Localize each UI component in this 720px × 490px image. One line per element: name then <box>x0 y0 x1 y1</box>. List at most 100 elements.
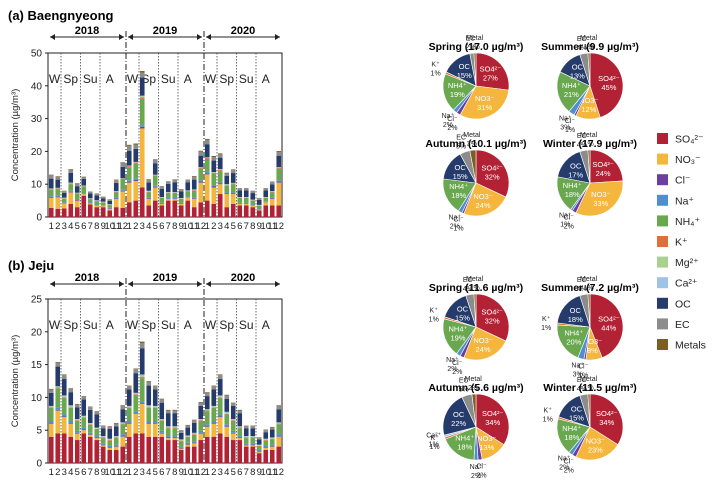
pie-label-name: OC <box>457 304 469 313</box>
bar-segment-metals <box>165 409 171 411</box>
bar-segment-so4 <box>172 440 178 463</box>
year-arrow-head <box>50 34 55 40</box>
bar-segment-ca <box>55 386 61 387</box>
bar-segment-so4 <box>133 200 139 217</box>
bar-segment-mg <box>250 436 256 438</box>
y-tick-label: 5 <box>36 426 42 437</box>
bar-segment-metals <box>269 426 275 428</box>
bar-segment-na <box>74 198 80 200</box>
pie-slice-metals <box>471 393 477 428</box>
bar-segment-metals <box>204 138 210 140</box>
x-tick-label: 10 <box>260 221 271 232</box>
pie-label-pct: 18% <box>565 190 580 199</box>
bar-segment-cl <box>87 434 93 435</box>
bar-segment-mg <box>237 426 243 428</box>
season-label: Sp <box>219 318 234 332</box>
pie-label-name: K⁺ <box>544 407 553 415</box>
pie-label-name: NH4⁺ <box>455 433 474 442</box>
pie-label-pct: 20% <box>566 337 581 346</box>
x-tick-label: 4 <box>224 221 229 232</box>
bar-segment-metals <box>61 374 67 376</box>
bar-segment-k <box>198 420 204 422</box>
bar-segment-oc <box>126 150 132 166</box>
pie-chart: Winter (11.5 µg/m³)SO4²⁻34%NO3⁻23%Cl⁻2%N… <box>543 376 637 475</box>
bar-segment-no3 <box>87 203 93 205</box>
bar-segment-nh4 <box>276 168 282 181</box>
legend-label-ca: Ca²⁺ <box>675 278 697 290</box>
bar-segment-so4 <box>55 433 61 463</box>
pie-label-name: Cl⁻ <box>564 215 575 222</box>
bar-segment-k <box>152 407 158 408</box>
bar-segment-ec <box>217 154 223 158</box>
bar-segment-no3 <box>68 192 74 204</box>
season-label: Sp <box>63 72 78 86</box>
bar-segment-ec <box>139 342 145 349</box>
bar-segment-k <box>159 420 165 422</box>
season-label: Su <box>239 72 254 86</box>
x-tick-label: 3 <box>218 467 223 478</box>
bar-segment-metals <box>139 71 145 73</box>
bar-segment-metals <box>269 181 275 183</box>
bar-panel-baengnyeong: (a) Baengnyeong 0 10 20 30 40 50 Concentration … <box>8 8 284 232</box>
pie-label-name: Metal <box>463 132 481 139</box>
bar-segment-ca <box>230 419 236 420</box>
pie-label-pct: 1% <box>431 71 441 78</box>
bar-segment-mg <box>61 396 67 398</box>
bar-segment-metals <box>204 392 210 393</box>
bar-segment-na <box>74 430 80 433</box>
bar-segment-ec <box>165 181 171 184</box>
bar-segment-k <box>152 175 158 176</box>
bar-segment-k <box>81 417 87 418</box>
x-tick-label: 4 <box>146 221 151 232</box>
bar-segment-metals <box>224 172 230 174</box>
bar-segment-oc <box>87 409 93 423</box>
bar-segment-no3 <box>230 433 236 441</box>
year-arrow-head <box>275 34 280 40</box>
bar-segment-cl <box>198 181 204 183</box>
bar-segment-nh4 <box>178 198 184 203</box>
bar-segment-ca <box>113 436 119 437</box>
bar-segment-mg <box>100 436 106 438</box>
bar-segment-so4 <box>61 208 67 217</box>
bar-segment-so4 <box>165 440 171 463</box>
bar-segment-no3 <box>113 446 119 450</box>
pie-label-pct: 32% <box>485 317 500 326</box>
bar-segment-k <box>217 397 223 399</box>
x-tick-label: 12 <box>195 221 206 232</box>
bar-segment-k <box>113 191 119 193</box>
bar-segment-nh4 <box>81 186 87 194</box>
legend-swatch-nh4 <box>657 215 668 227</box>
pie-title: Winter (11.5 µg/m³) <box>543 382 636 394</box>
x-tick-label: 6 <box>81 467 86 478</box>
bar-segment-no3 <box>120 191 126 208</box>
bar-segment-na <box>48 421 54 423</box>
pie-label-name: OC <box>571 404 583 413</box>
bar-segment-k <box>113 437 119 439</box>
x-tick-label: 3 <box>62 467 67 478</box>
bar-segment-na <box>107 445 113 448</box>
bar-segment-ec <box>94 193 100 196</box>
legend-swatch-mg <box>657 256 668 268</box>
bar-segment-ec <box>276 152 282 156</box>
bar-segment-ec <box>204 139 210 145</box>
pie-label-pct: 44% <box>601 323 616 332</box>
bar-segment-metals <box>126 144 132 146</box>
pie-label-name: NH4⁺ <box>563 181 582 190</box>
bar-segment-na <box>87 202 93 204</box>
season-label: W <box>205 72 217 86</box>
bar-segment-no3 <box>217 184 223 195</box>
x-tick-label: 5 <box>231 467 236 478</box>
pie-label-pct: 3% <box>467 141 477 148</box>
bar-segment-no3 <box>224 194 230 208</box>
legend-label-na: Na⁺ <box>675 195 694 207</box>
bar-segment-k <box>146 407 152 408</box>
bar-segment-cl <box>100 444 106 446</box>
pie-label-pct: 32% <box>485 173 500 182</box>
pie-label-name: Ca²⁺ <box>426 431 441 439</box>
pie-slice-metals <box>587 393 591 428</box>
bar-segment-mg <box>126 406 132 408</box>
bar-segment-oc <box>74 407 80 420</box>
bar-segment-oc <box>61 192 67 198</box>
pie-label-pct: 3% <box>560 124 570 131</box>
bar-segment-nh4 <box>224 414 230 425</box>
